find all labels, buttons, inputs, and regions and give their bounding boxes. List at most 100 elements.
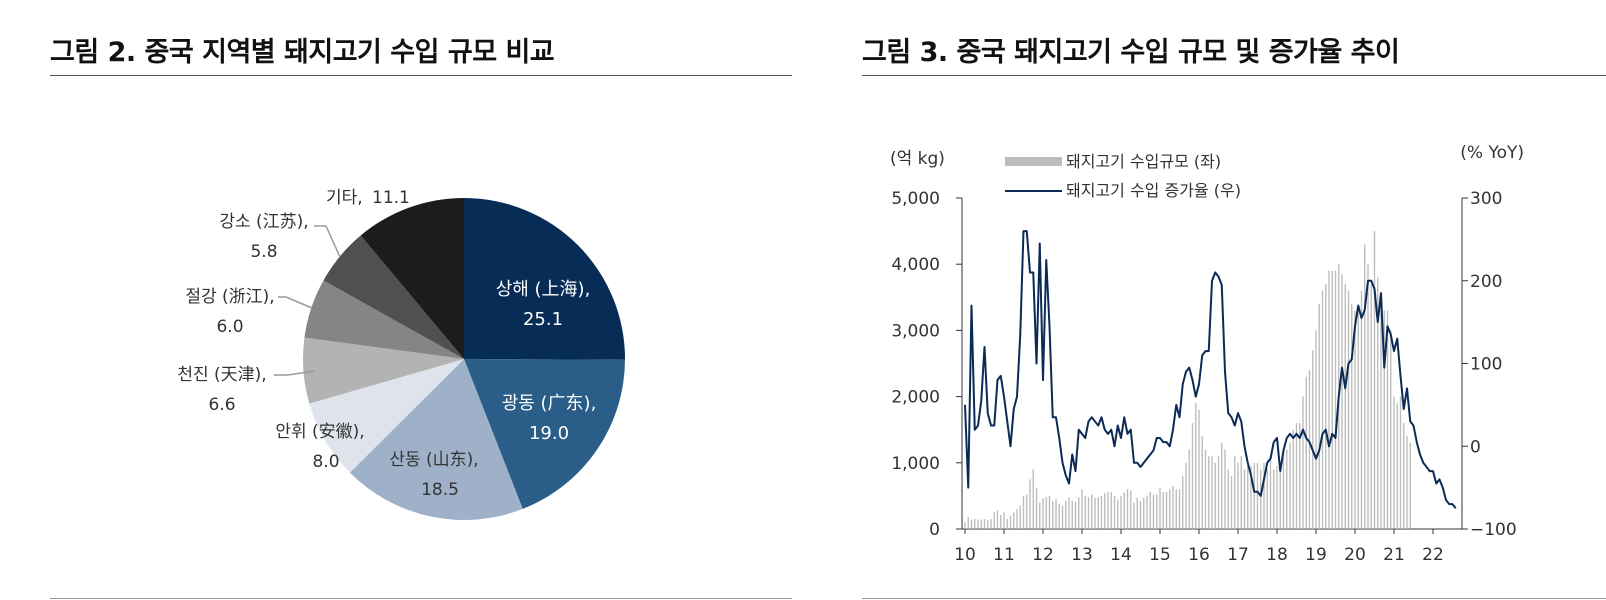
- bar: [1286, 449, 1288, 529]
- pie-slice: [349, 359, 523, 520]
- bar: [1221, 442, 1223, 529]
- bar: [1370, 284, 1372, 529]
- bar: [1357, 310, 1359, 529]
- bar: [1042, 498, 1044, 529]
- bar: [1087, 497, 1090, 529]
- slice-value-label: 11.1: [372, 188, 410, 208]
- x-tick-label: 10: [954, 545, 976, 565]
- slice-label: 상해 (上海),: [496, 279, 591, 300]
- bar: [967, 517, 969, 529]
- bar: [1295, 423, 1298, 529]
- bar-line-chart: 0 1,000 2,000 3,000 4,000 5,000 −100 0 100 200 300…: [890, 143, 1524, 565]
- bar: [977, 519, 979, 529]
- bar: [1377, 277, 1379, 529]
- bar: [987, 520, 989, 529]
- bar: [1386, 310, 1389, 529]
- bar: [1325, 284, 1327, 529]
- bar: [1266, 469, 1268, 529]
- growth-line: [964, 230, 1457, 509]
- bar: [1273, 469, 1275, 529]
- bar: [1331, 270, 1333, 529]
- x-tick-label: 13: [1071, 545, 1093, 565]
- bar: [1214, 462, 1216, 529]
- bar: [1243, 469, 1246, 529]
- bar: [1139, 501, 1142, 529]
- bottom-rule: [50, 598, 792, 599]
- bar: [1237, 462, 1239, 529]
- bar: [1107, 491, 1109, 529]
- x-tick-label: 20: [1344, 545, 1366, 565]
- y-right-tick-label: 0: [1470, 437, 1481, 457]
- bar: [1113, 495, 1116, 529]
- y-right-tick-label: 100: [1470, 355, 1502, 375]
- slice-label: 천진 (天津),: [177, 365, 266, 385]
- bar: [1039, 502, 1041, 529]
- x-tick-label: 22: [1422, 545, 1444, 565]
- y-right-tick-label: −100: [1470, 520, 1517, 540]
- bar: [1104, 493, 1106, 529]
- bar: [1052, 501, 1054, 529]
- bar: [1390, 330, 1392, 529]
- bar: [1146, 495, 1148, 529]
- bar: [1016, 509, 1018, 529]
- bar: [990, 519, 992, 529]
- bar: [1133, 502, 1135, 529]
- bar: [1110, 491, 1112, 529]
- bar: [1312, 350, 1314, 529]
- bar: [1403, 423, 1405, 529]
- bar: [1035, 487, 1038, 529]
- title-rule: [50, 75, 792, 76]
- bar: [1162, 491, 1164, 529]
- bar: [1032, 469, 1034, 529]
- bar: [1351, 303, 1353, 529]
- slice-value-label: 5.8: [250, 242, 277, 262]
- bar: [1367, 264, 1369, 529]
- bar: [1364, 244, 1366, 529]
- y-left-tick-label: 3,000: [891, 321, 940, 341]
- bar: [1006, 519, 1008, 529]
- y-left-axis-label: (억 kg): [890, 149, 945, 169]
- bar: [1211, 456, 1213, 529]
- bar: [1201, 436, 1203, 529]
- slice-label: 기타,: [326, 188, 363, 208]
- bar: [1344, 284, 1346, 529]
- bar: [1302, 396, 1304, 529]
- bar: [1289, 442, 1291, 529]
- bar: [1156, 494, 1158, 529]
- x-tick-label: 16: [1188, 545, 1210, 565]
- bar: [1253, 462, 1255, 529]
- slice-value-label: 8.0: [312, 452, 339, 472]
- x-tick-label: 19: [1305, 545, 1327, 565]
- bar: [1399, 396, 1402, 529]
- pie-slice: [303, 337, 464, 404]
- bar: [1136, 497, 1138, 529]
- bar: [1175, 489, 1177, 529]
- pie-chart: 상해 (上海), 25.1 광동 (广东), 19.0 산동 (山东), 18.5 안휘 (…: [177, 188, 626, 520]
- bar: [1299, 423, 1301, 529]
- figure-title: 그림 3. 중국 돼지고기 수입 규모 및 증가율 추이: [862, 37, 1400, 68]
- bar: [1360, 290, 1363, 529]
- bar: [980, 519, 982, 529]
- bar: [1094, 497, 1096, 529]
- bar: [1198, 409, 1200, 529]
- pie-slice: [464, 359, 625, 509]
- bar: [1029, 479, 1031, 529]
- bar: [1169, 489, 1171, 529]
- slice-label: 산동 (山东),: [389, 450, 478, 470]
- bar: [1396, 403, 1398, 529]
- bar: [1026, 494, 1028, 529]
- x-tick-label: 15: [1149, 545, 1171, 565]
- slice-value-label: 18.5: [421, 480, 459, 500]
- bar: [1250, 466, 1252, 529]
- bar: [1091, 494, 1093, 529]
- bar: [1321, 290, 1324, 529]
- bar: [1126, 489, 1129, 529]
- bar: [1240, 456, 1242, 529]
- bar: [1318, 303, 1320, 529]
- bar: [1269, 456, 1272, 529]
- bar: [1230, 476, 1233, 529]
- bar: [1068, 497, 1070, 529]
- bar: [1347, 290, 1350, 529]
- bar: [1263, 462, 1265, 529]
- bar: [1276, 466, 1278, 529]
